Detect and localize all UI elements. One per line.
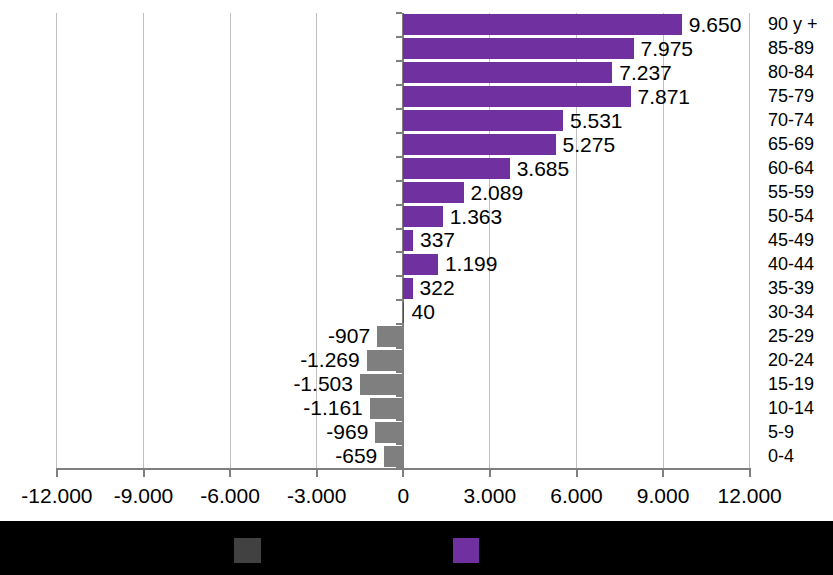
x-axis-tick bbox=[662, 468, 664, 477]
category-label: 40-44 bbox=[768, 252, 814, 276]
category-axis-tick bbox=[396, 180, 402, 182]
bar-value-label: 1.199 bbox=[445, 252, 498, 276]
bar-value-label: 3.685 bbox=[517, 157, 570, 181]
bar-value-label: 7.237 bbox=[619, 61, 672, 85]
population-pyramid-chart: -12.000 -9.000 -6.000 -3.000 0 3.000 6.000 9.00… bbox=[0, 0, 833, 575]
category-axis-tick bbox=[396, 60, 402, 62]
gridline bbox=[230, 13, 231, 468]
bar-0-4 bbox=[384, 446, 403, 467]
category-label: 90 y + bbox=[768, 13, 818, 37]
bar-value-label: -1.503 bbox=[293, 372, 353, 396]
category-label: 50-54 bbox=[768, 205, 814, 229]
category-axis-tick bbox=[396, 251, 402, 253]
category-label: 70-74 bbox=[768, 109, 814, 133]
gridline bbox=[143, 13, 144, 468]
bar-value-label: 1.363 bbox=[450, 205, 503, 229]
category-label: 45-49 bbox=[768, 229, 814, 253]
bar-70-74 bbox=[403, 110, 563, 131]
x-axis-label: -6.000 bbox=[200, 484, 260, 508]
category-axis-tick bbox=[396, 84, 402, 86]
category-label: 10-14 bbox=[768, 396, 814, 420]
category-axis-tick bbox=[396, 228, 402, 230]
bar-value-label: 322 bbox=[420, 276, 455, 300]
legend-bar bbox=[0, 521, 833, 575]
bar-40-44 bbox=[403, 254, 438, 275]
x-axis-label: 9.000 bbox=[637, 484, 690, 508]
x-axis-label: 3.000 bbox=[464, 484, 517, 508]
category-label: 25-29 bbox=[768, 324, 814, 348]
bar-5-9 bbox=[375, 422, 403, 443]
bar-value-label: 5.275 bbox=[563, 133, 616, 157]
x-axis-tick bbox=[576, 468, 578, 477]
category-label: 30-34 bbox=[768, 300, 814, 324]
x-axis-tick bbox=[402, 468, 404, 477]
category-axis-tick bbox=[396, 156, 402, 158]
category-axis-tick bbox=[396, 36, 402, 38]
bar-50-54 bbox=[403, 206, 442, 227]
x-axis-tick bbox=[316, 468, 318, 477]
category-label: 65-69 bbox=[768, 133, 814, 157]
bar-75-79 bbox=[403, 86, 630, 107]
bar-value-label: -1.269 bbox=[300, 348, 360, 372]
x-axis-tick bbox=[229, 468, 231, 477]
legend-swatch-positive-series bbox=[453, 538, 479, 563]
bar-value-label: -1.161 bbox=[303, 396, 363, 420]
bar-value-label: 7.975 bbox=[641, 37, 694, 61]
x-axis-label: 12.000 bbox=[718, 484, 782, 508]
bar-15-19 bbox=[360, 374, 403, 395]
bar-30-34 bbox=[403, 302, 404, 323]
bar-60-64 bbox=[403, 158, 509, 179]
bar-10-14 bbox=[370, 398, 404, 419]
bar-55-59 bbox=[403, 182, 463, 203]
category-axis-tick bbox=[396, 299, 402, 301]
bar-value-label: -969 bbox=[326, 420, 368, 444]
bar-35-39 bbox=[403, 278, 412, 299]
legend-swatch-negative-series bbox=[234, 538, 261, 563]
category-label: 35-39 bbox=[768, 276, 814, 300]
bar-25-29 bbox=[377, 326, 403, 347]
gridline bbox=[56, 13, 57, 468]
category-label: 75-79 bbox=[768, 85, 814, 109]
category-label: 15-19 bbox=[768, 372, 814, 396]
bar-20-24 bbox=[367, 350, 404, 371]
bar-value-label: 337 bbox=[420, 229, 455, 253]
x-axis-tick bbox=[56, 468, 58, 477]
gridline bbox=[749, 13, 750, 468]
bar-80-84 bbox=[403, 62, 612, 83]
x-axis-tick bbox=[489, 468, 491, 477]
bar-value-label: 40 bbox=[411, 300, 434, 324]
category-label: 55-59 bbox=[768, 181, 814, 205]
bar-value-label: -659 bbox=[335, 444, 377, 468]
category-label: 85-89 bbox=[768, 37, 814, 61]
bar-45-49 bbox=[403, 230, 413, 251]
category-label: 20-24 bbox=[768, 348, 814, 372]
bar-value-label: 5.531 bbox=[570, 109, 623, 133]
category-axis-tick bbox=[396, 467, 402, 469]
bar-85-89 bbox=[403, 38, 633, 59]
x-axis-label: 6.000 bbox=[550, 484, 603, 508]
x-axis-label: 0 bbox=[397, 484, 409, 508]
category-axis-tick bbox=[396, 275, 402, 277]
bar-value-label: -907 bbox=[328, 324, 370, 348]
x-axis-label: -12.000 bbox=[21, 484, 92, 508]
x-axis-label: -9.000 bbox=[114, 484, 174, 508]
x-axis-tick bbox=[143, 468, 145, 477]
category-label: 0-4 bbox=[768, 444, 794, 468]
bar-90y+ bbox=[403, 14, 682, 35]
category-label: 80-84 bbox=[768, 61, 814, 85]
bar-value-label: 7.871 bbox=[638, 85, 691, 109]
category-label: 60-64 bbox=[768, 157, 814, 181]
x-axis-tick bbox=[749, 468, 751, 477]
category-axis-tick bbox=[396, 108, 402, 110]
bar-value-label: 2.089 bbox=[471, 181, 524, 205]
bar-65-69 bbox=[403, 134, 555, 155]
category-axis-tick bbox=[396, 204, 402, 206]
category-axis-tick bbox=[396, 12, 402, 14]
bar-value-label: 9.650 bbox=[689, 13, 742, 37]
x-axis-label: -3.000 bbox=[287, 484, 347, 508]
category-label: 5-9 bbox=[768, 420, 794, 444]
category-axis-tick bbox=[396, 132, 402, 134]
